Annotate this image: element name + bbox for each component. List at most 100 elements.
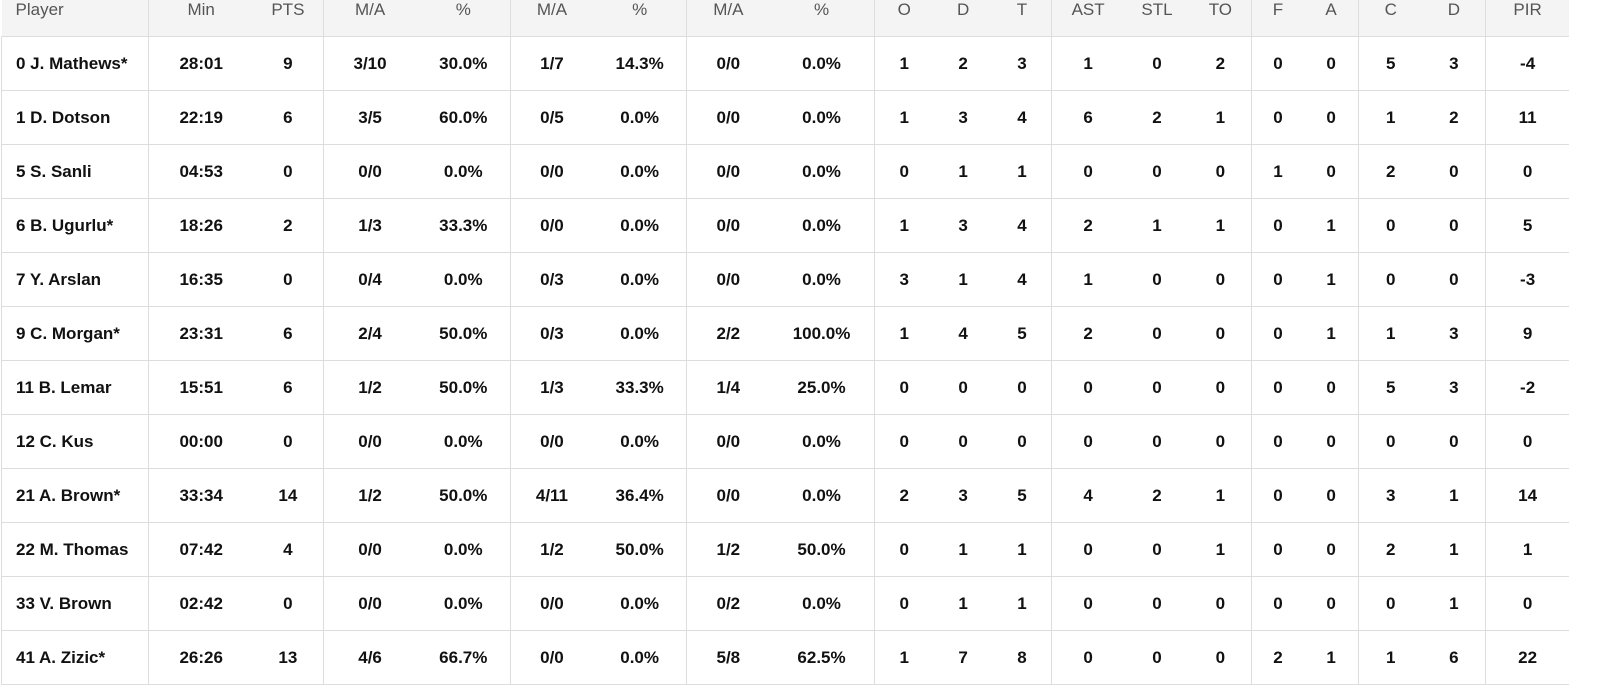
stat-cell-pct: 0.0% [769,252,875,307]
table-row: 41 A. Zizic* 26:26 13 4/6 66.7% 0/0 0.0% 5/8 62.… [0,630,1569,685]
stat-cell-m-a: 0/2 [686,576,770,631]
column-header-pct-8[interactable]: % [769,0,875,37]
stat-cell-m-a: 2/2 [686,306,770,361]
stat-cell-m-a: 0/0 [323,522,417,577]
stat-cell-m-a: 2/4 [323,306,417,361]
column-header-t-11[interactable]: T [992,0,1053,37]
stat-cell-d: 6 [1422,630,1487,685]
stat-cell-ast: 2 [1051,306,1124,361]
stat-cell-m-a: 0/0 [510,198,593,253]
stat-cell-m-a: 0/0 [686,252,770,307]
stat-cell-o: 0 [874,144,934,199]
stat-cell-o: 3 [874,252,934,307]
column-header-m-a-3[interactable]: M/A [323,0,417,37]
stat-cell-d: 1 [933,144,993,199]
player-name-cell: 12 C. Kus [0,414,150,469]
stat-cell-pir: 1 [1485,522,1569,577]
stat-cell-d: 0 [1422,144,1487,199]
column-header-ast-12[interactable]: AST [1051,0,1124,37]
stat-cell-to: 0 [1190,414,1252,469]
player-name-cell: 11 B. Lemar [0,360,150,415]
column-header-d-18[interactable]: D [1422,0,1487,37]
stat-cell-min: 28:01 [148,36,254,91]
stat-cell-min: 33:34 [148,468,254,523]
stat-cell-min: 16:35 [148,252,254,307]
stat-cell-t: 4 [992,198,1053,253]
column-header-pts-2[interactable]: PTS [253,0,324,37]
stat-cell-m-a: 0/4 [323,252,417,307]
stat-cell-f: 0 [1251,414,1305,469]
stat-cell-a: 0 [1304,576,1359,631]
stat-cell-m-a: 0/0 [510,576,593,631]
stat-cell-m-a: 5/8 [686,630,770,685]
column-header-f-15[interactable]: F [1251,0,1305,37]
column-header-o-9[interactable]: O [874,0,934,37]
stat-cell-c: 5 [1358,360,1423,415]
column-header-m-a-5[interactable]: M/A [510,0,593,37]
column-header-to-14[interactable]: TO [1190,0,1252,37]
stat-cell-m-a: 0/0 [686,36,770,91]
table-row: 22 M. Thomas 07:42 4 0/0 0.0% 1/2 50.0% 1/2 50.0… [0,522,1569,577]
stat-cell-d: 0 [1422,252,1487,307]
stat-cell-pct: 0.0% [592,90,688,145]
stat-cell-f: 0 [1251,360,1305,415]
stat-cell-ast: 0 [1051,522,1124,577]
table-body: 0 J. Mathews* 28:01 9 3/10 30.0% 1/7 14.3% 0/0 0… [0,36,1569,685]
stat-cell-pct: 50.0% [416,360,512,415]
stat-cell-to: 1 [1190,90,1252,145]
stat-cell-pct: 0.0% [416,414,512,469]
stat-cell-m-a: 0/0 [510,630,593,685]
stat-cell-m-a: 0/0 [686,144,770,199]
stat-cell-f: 0 [1251,306,1305,361]
stat-cell-a: 0 [1304,360,1359,415]
table-row: 11 B. Lemar 15:51 6 1/2 50.0% 1/3 33.3% 1/4 25.0… [0,360,1569,415]
column-header-pct-6[interactable]: % [592,0,688,37]
stat-cell-d: 1 [933,576,993,631]
stat-cell-m-a: 4/6 [323,630,417,685]
player-name-cell: 7 Y. Arslan [0,252,150,307]
column-header-pir-19[interactable]: PIR [1485,0,1569,37]
stat-cell-pct: 50.0% [769,522,875,577]
column-header-min-1[interactable]: Min [148,0,254,37]
stat-cell-t: 1 [992,576,1053,631]
stat-cell-m-a: 0/3 [510,252,593,307]
column-header-d-10[interactable]: D [933,0,993,37]
player-name-cell: 22 M. Thomas [0,522,150,577]
stat-cell-pct: 25.0% [769,360,875,415]
stat-cell-ast: 1 [1051,252,1124,307]
stat-cell-pct: 0.0% [769,144,875,199]
stat-cell-a: 1 [1304,306,1359,361]
stat-cell-m-a: 0/3 [510,306,593,361]
stat-cell-pts: 0 [253,414,324,469]
stat-cell-to: 0 [1190,576,1252,631]
stat-cell-c: 1 [1358,306,1423,361]
stat-cell-a: 0 [1304,468,1359,523]
stat-cell-a: 0 [1304,414,1359,469]
column-header-pct-4[interactable]: % [416,0,512,37]
stat-cell-pir: -4 [1485,36,1569,91]
stat-cell-d: 7 [933,630,993,685]
stat-cell-pct: 0.0% [769,468,875,523]
stat-cell-to: 0 [1190,144,1252,199]
column-header-a-16[interactable]: A [1304,0,1359,37]
stat-cell-pts: 0 [253,576,324,631]
stat-cell-o: 0 [874,414,934,469]
column-header-stl-13[interactable]: STL [1123,0,1191,37]
column-header-player-0[interactable]: Player [1,0,150,37]
column-header-m-a-7[interactable]: M/A [686,0,770,37]
stat-cell-pts: 6 [253,360,324,415]
stat-cell-ast: 0 [1051,630,1124,685]
stat-cell-a: 0 [1304,36,1359,91]
stat-cell-pir: -2 [1485,360,1569,415]
table-row: 6 B. Ugurlu* 18:26 2 1/3 33.3% 0/0 0.0% 0/0 0.0%… [0,198,1569,253]
stat-cell-pct: 0.0% [769,198,875,253]
column-header-c-17[interactable]: C [1358,0,1423,37]
stat-cell-o: 1 [874,630,934,685]
stat-cell-m-a: 0/0 [686,198,770,253]
stat-cell-a: 1 [1304,630,1359,685]
stat-cell-c: 2 [1358,144,1423,199]
player-name-cell: 5 S. Sanli [0,144,150,199]
stat-cell-ast: 6 [1051,90,1124,145]
table-row: 5 S. Sanli 04:53 0 0/0 0.0% 0/0 0.0% 0/0 0.0% 0 1 1… [0,144,1569,199]
